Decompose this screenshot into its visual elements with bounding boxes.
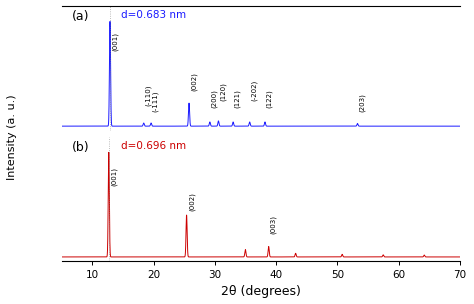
Text: (001): (001) — [110, 167, 117, 186]
Text: (001): (001) — [112, 32, 118, 51]
Text: (-111): (-111) — [152, 90, 159, 112]
Text: (203): (203) — [359, 93, 365, 112]
Text: (a): (a) — [72, 10, 89, 23]
Text: (122): (122) — [266, 89, 273, 108]
Text: d=0.696 nm: d=0.696 nm — [121, 141, 186, 150]
Text: (b): (b) — [72, 141, 89, 154]
Text: (-202): (-202) — [251, 80, 257, 101]
Text: d=0.683 nm: d=0.683 nm — [121, 10, 186, 20]
Text: (200): (200) — [211, 89, 218, 108]
X-axis label: 2θ (degrees): 2θ (degrees) — [221, 285, 301, 298]
Text: (002): (002) — [191, 72, 197, 91]
Text: Intensity (a. u.): Intensity (a. u.) — [7, 94, 17, 180]
Text: (002): (002) — [189, 192, 195, 211]
Text: (003): (003) — [270, 215, 276, 234]
Text: (-110): (-110) — [145, 84, 151, 105]
Text: (120): (120) — [219, 82, 226, 101]
Text: (121): (121) — [234, 89, 241, 108]
